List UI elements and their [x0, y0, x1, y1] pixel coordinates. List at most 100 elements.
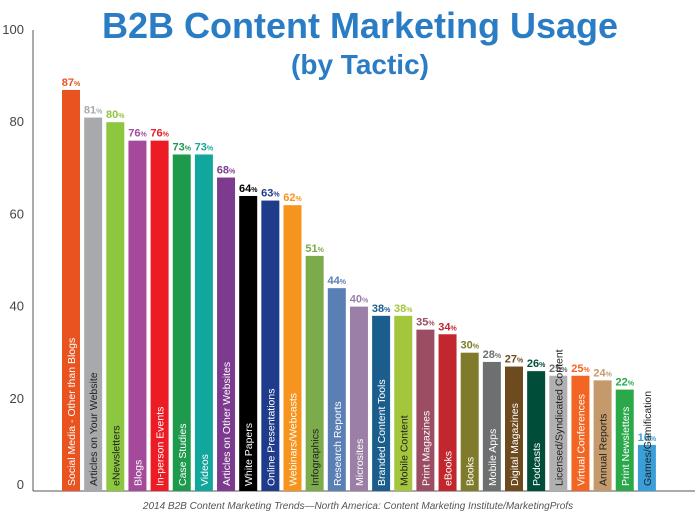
bar — [172, 154, 191, 491]
bar — [128, 140, 147, 491]
value-suffix: % — [495, 353, 502, 360]
value-suffix: % — [273, 192, 280, 199]
value-suffix: % — [362, 298, 369, 305]
value-label: 25% — [549, 363, 568, 375]
category-label: Books — [465, 457, 477, 486]
value-label: 38% — [372, 303, 391, 315]
category-label: Social Media - Other than Blogs — [66, 338, 78, 486]
value-number: 40 — [350, 294, 362, 306]
value-suffix: % — [606, 371, 613, 378]
value-label: 63% — [261, 188, 280, 200]
bar — [416, 329, 435, 491]
category-label: Print Magazines — [420, 411, 432, 486]
value-suffix: % — [185, 145, 192, 152]
category-label: In-person Events — [155, 407, 167, 486]
value-number: 68 — [217, 165, 229, 177]
value-suffix: % — [96, 109, 103, 116]
y-tick-label: 60 — [10, 206, 24, 221]
category-label: Podcasts — [531, 443, 543, 486]
value-number: 34 — [438, 321, 451, 333]
value-label: 38% — [394, 303, 413, 315]
bar — [637, 444, 656, 491]
bar — [549, 375, 568, 491]
value-label: 76% — [128, 128, 147, 140]
value-number: 64 — [239, 183, 252, 195]
chart-title: B2B Content Marketing Usage — [102, 5, 618, 46]
value-label: 10% — [638, 432, 657, 444]
value-label: 26% — [527, 358, 546, 370]
category-label: Videos — [199, 454, 211, 486]
value-label: 44% — [328, 275, 347, 287]
value-number: 28 — [483, 349, 495, 361]
value-label: 62% — [283, 192, 302, 204]
value-label: 24% — [593, 367, 612, 379]
value-suffix: % — [384, 307, 391, 314]
bar — [372, 315, 391, 491]
value-suffix: % — [539, 362, 546, 369]
category-label: Blogs — [132, 460, 144, 486]
value-number: 73 — [173, 141, 185, 153]
category-label: Webinars/Webcasts — [288, 393, 300, 486]
category-label: Articles on Your Website — [88, 372, 100, 486]
bar — [283, 205, 302, 491]
category-label: Mobile Apps — [487, 429, 499, 486]
value-suffix: % — [140, 132, 147, 139]
category-label: Articles on Other Websites — [221, 362, 233, 486]
bar — [194, 154, 213, 491]
y-tick-label: 20 — [10, 391, 24, 406]
value-label: 76% — [150, 128, 169, 140]
bars: 87% Social Media - Other than Blogs 81% Art… — [62, 77, 657, 492]
bar — [505, 366, 523, 491]
value-suffix: % — [561, 367, 568, 374]
bar — [394, 315, 413, 491]
value-suffix: % — [473, 344, 480, 351]
source-note: 2014 B2B Content Marketing Trends—North … — [142, 501, 573, 512]
value-label: 27% — [505, 354, 524, 366]
bar — [527, 371, 546, 491]
value-number: 35 — [416, 317, 428, 329]
category-label: Case Studies — [177, 424, 189, 486]
value-suffix: % — [583, 367, 590, 374]
value-suffix: % — [628, 381, 635, 388]
value-suffix: % — [517, 358, 524, 365]
category-label: White Papers — [243, 423, 255, 486]
value-number: 27 — [505, 354, 517, 366]
value-number: 38 — [394, 303, 406, 315]
value-number: 10 — [638, 432, 650, 444]
value-suffix: % — [163, 132, 170, 139]
category-label: Virtual Conferences — [575, 394, 587, 486]
y-ticks: 0 20 40 60 80 100 — [2, 22, 24, 492]
bar — [217, 177, 236, 491]
category-label: Branded Content Tools — [376, 379, 388, 486]
value-number: 62 — [283, 192, 295, 204]
bar — [84, 117, 103, 491]
value-number: 30 — [460, 340, 472, 352]
value-number: 87 — [62, 77, 74, 89]
value-number: 51 — [305, 243, 317, 255]
value-suffix: % — [406, 307, 413, 314]
value-suffix: % — [118, 113, 125, 120]
value-label: 73% — [195, 141, 214, 153]
value-label: 28% — [483, 349, 502, 361]
value-number: 44 — [328, 275, 341, 287]
value-label: 51% — [305, 243, 324, 255]
bar — [261, 200, 280, 491]
bar — [62, 89, 80, 492]
value-number: 63 — [261, 188, 273, 200]
value-suffix: % — [650, 436, 657, 443]
value-suffix: % — [207, 145, 214, 152]
value-suffix: % — [296, 196, 303, 203]
y-tick-label: 80 — [10, 114, 24, 129]
value-suffix: % — [229, 169, 236, 176]
category-label: Research Reports — [332, 401, 344, 486]
value-label: 81% — [84, 105, 103, 117]
value-number: 25 — [549, 363, 561, 375]
value-number: 81 — [84, 105, 96, 117]
category-label: Games/Gamification — [642, 391, 654, 486]
bar — [482, 361, 501, 491]
value-label: 35% — [416, 317, 435, 329]
category-label: Digital Magazines — [509, 403, 521, 486]
value-label: 22% — [616, 377, 635, 389]
bar — [305, 255, 324, 491]
